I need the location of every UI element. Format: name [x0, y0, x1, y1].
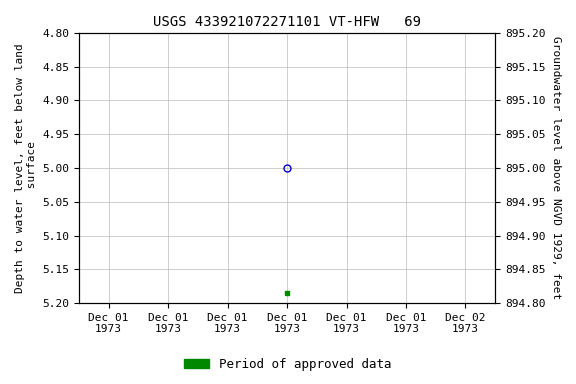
- Title: USGS 433921072271101 VT-HFW   69: USGS 433921072271101 VT-HFW 69: [153, 15, 421, 29]
- Y-axis label: Groundwater level above NGVD 1929, feet: Groundwater level above NGVD 1929, feet: [551, 36, 561, 300]
- Y-axis label: Depth to water level, feet below land
 surface: Depth to water level, feet below land su…: [15, 43, 37, 293]
- Legend: Period of approved data: Period of approved data: [179, 353, 397, 376]
